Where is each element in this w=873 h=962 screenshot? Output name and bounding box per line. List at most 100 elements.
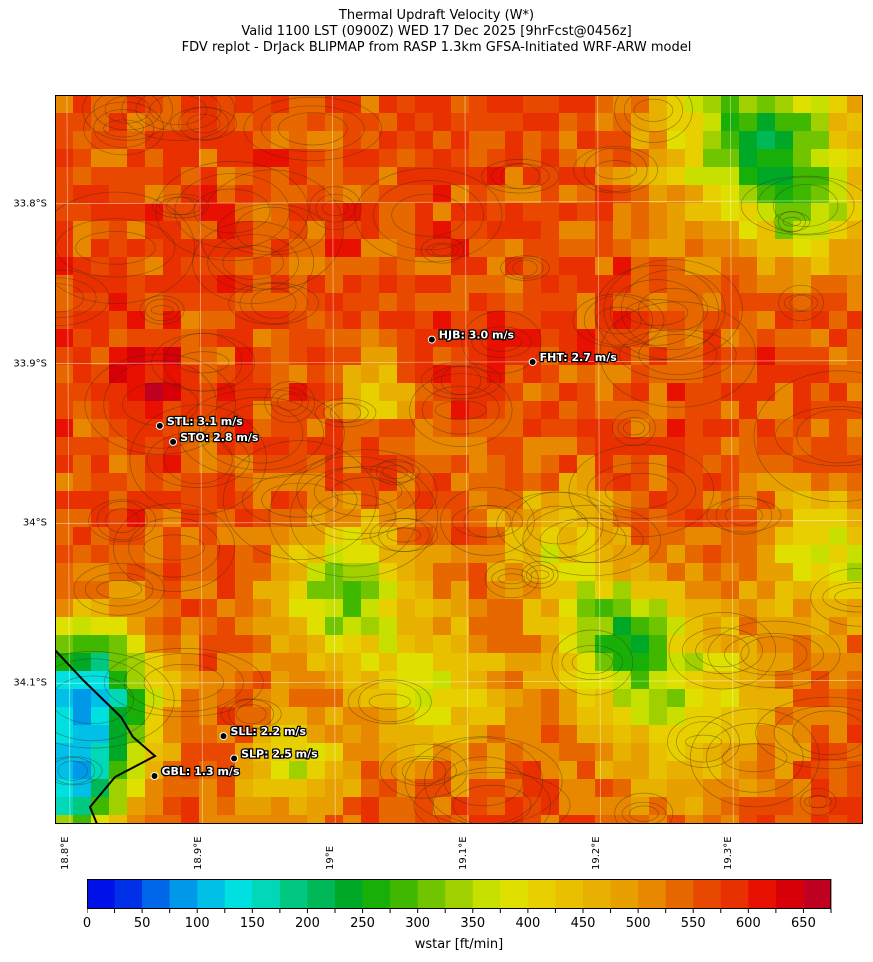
field-cell: [361, 149, 379, 167]
field-cell: [163, 563, 181, 581]
field-cell: [289, 563, 307, 581]
field-cell: [397, 743, 415, 761]
field-cell: [811, 725, 829, 743]
field-cell: [361, 545, 379, 563]
field-cell: [703, 275, 721, 293]
field-cell: [703, 95, 721, 113]
field-cell: [577, 257, 595, 275]
field-cell: [127, 743, 145, 761]
field-cell: [181, 221, 199, 239]
field-cell: [307, 239, 325, 257]
field-cell: [181, 509, 199, 527]
field-cell: [811, 221, 829, 239]
station-marker[interactable]: FHT: 2.7 m/s: [528, 350, 619, 366]
field-cell: [685, 761, 703, 779]
field-cell: [523, 383, 541, 401]
field-cell: [523, 275, 541, 293]
contour-line: [55, 756, 103, 786]
field-cell: [829, 95, 847, 113]
field-cell: [649, 797, 667, 815]
field-cell: [523, 617, 541, 635]
field-cell: [631, 707, 649, 725]
station-marker[interactable]: SLP: 2.5 m/s: [230, 746, 319, 763]
field-cell: [613, 383, 631, 401]
field-cell: [541, 131, 559, 149]
field-cell: [415, 185, 433, 203]
field-cell: [109, 653, 127, 671]
field-cell: [469, 725, 487, 743]
field-cell: [541, 329, 559, 347]
field-cell: [397, 653, 415, 671]
field-cell: [793, 635, 811, 653]
field-cell: [739, 401, 757, 419]
field-cell: [793, 455, 811, 473]
contour-line: [740, 175, 863, 236]
lat-tick-label: 34°S: [22, 517, 47, 529]
field-cell: [541, 527, 559, 545]
station-marker[interactable]: HJB: 3.0 m/s: [427, 327, 516, 344]
field-cell: [145, 671, 163, 689]
lon-tick-label: 18.9°E: [192, 836, 204, 870]
field-cell: [577, 275, 595, 293]
field-cell: [163, 653, 181, 671]
field-cell: [667, 815, 685, 824]
field-cell: [127, 761, 145, 779]
station-marker[interactable]: SLL: 2.2 m/s: [219, 724, 308, 741]
contour-line: [315, 193, 356, 223]
field-cell: [415, 383, 433, 401]
field-cell: [379, 761, 397, 779]
field-cell: [757, 329, 775, 347]
field-cell: [523, 149, 541, 167]
field-cell: [127, 113, 145, 131]
field-cell: [235, 599, 253, 617]
field-cell: [415, 617, 433, 635]
field-cell: [127, 617, 145, 635]
contour-line: [609, 279, 704, 346]
field-cell: [163, 581, 181, 599]
field-cell: [505, 437, 523, 455]
field-cell: [703, 545, 721, 563]
field-cell: [649, 635, 667, 653]
field-cell: [235, 797, 253, 815]
field-cell: [433, 185, 451, 203]
field-cell: [325, 797, 343, 815]
station-dot: [219, 732, 228, 741]
field-cell: [487, 671, 505, 689]
field-cell: [631, 257, 649, 275]
contour-line: [782, 216, 802, 227]
field-cell: [253, 491, 271, 509]
field-cell: [775, 221, 793, 239]
field-cell: [541, 779, 559, 797]
field-cell: [649, 95, 667, 113]
chart-subtitle-model: FDV replot - DrJack BLIPMAP from RASP 1.…: [181, 40, 692, 55]
station-marker[interactable]: GBL: 1.3 m/s: [150, 764, 241, 781]
field-cell: [289, 113, 307, 131]
field-cell: [685, 437, 703, 455]
field-cell: [73, 437, 91, 455]
field-cell: [415, 689, 433, 707]
field-cell: [343, 581, 361, 599]
field-cell: [649, 311, 667, 329]
field-cell: [775, 671, 793, 689]
field-cell: [55, 473, 73, 491]
field-cell: [163, 275, 181, 293]
field-cell: [649, 203, 667, 221]
field-cell: [199, 707, 217, 725]
field-cell: [109, 113, 127, 131]
field-cell: [127, 635, 145, 653]
field-cell: [73, 149, 91, 167]
field-cell: [145, 275, 163, 293]
field-cell: [847, 221, 863, 239]
station-marker[interactable]: STL: 3.1 m/s: [155, 414, 245, 430]
colorbar-tick-label: 100: [184, 916, 210, 931]
field-cell: [523, 239, 541, 257]
field-cell: [757, 383, 775, 401]
field-cell: [487, 473, 505, 491]
station-marker[interactable]: STO: 2.8 m/s: [169, 430, 260, 446]
field-cell: [667, 275, 685, 293]
field-cell: [559, 707, 577, 725]
field-cell: [703, 509, 721, 527]
field-cell: [217, 455, 235, 473]
field-cell: [487, 743, 505, 761]
field-cell: [145, 545, 163, 563]
